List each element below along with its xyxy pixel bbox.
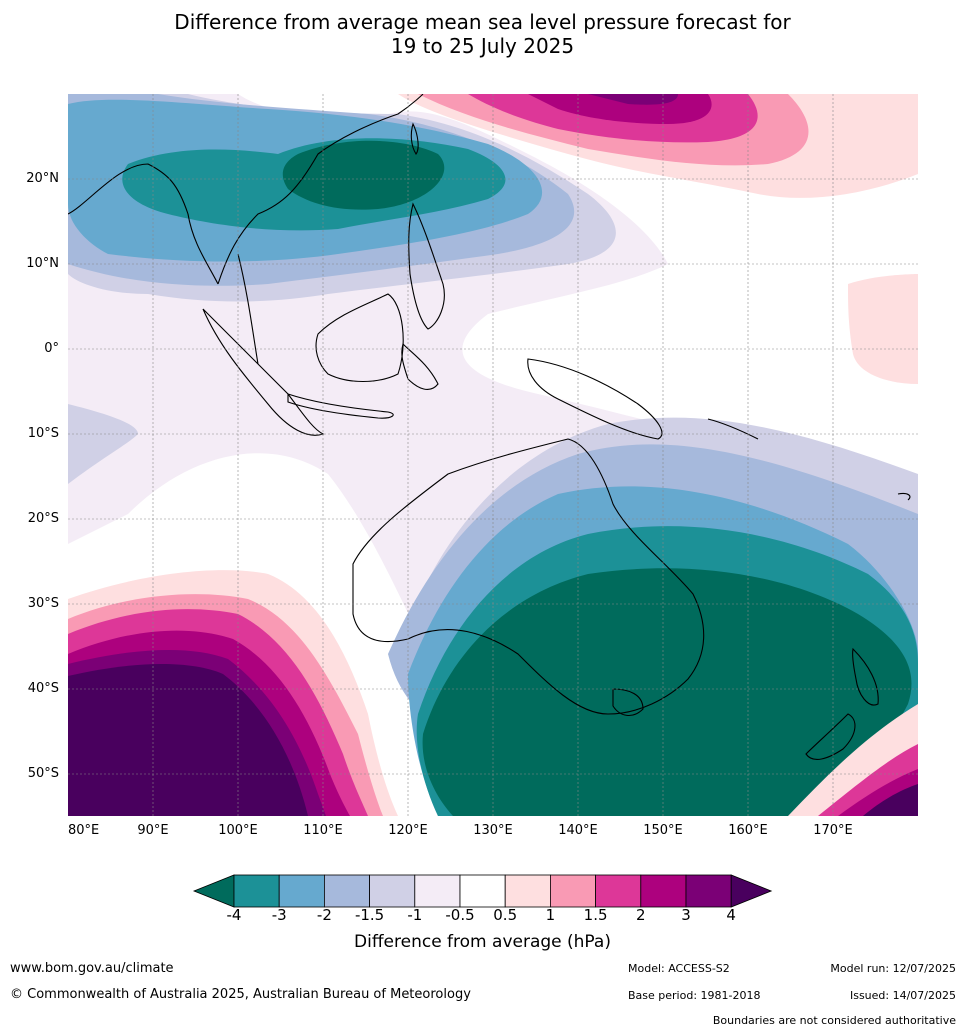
colorbar-tick-label: 3: [681, 906, 691, 924]
coastline-solomon-islands: [707, 418, 759, 440]
footer-model-run: Model run: 12/07/2025: [830, 962, 956, 975]
footer-copyright: © Commonwealth of Australia 2025, Austra…: [10, 987, 471, 1002]
colorbar-extend-low: [192, 874, 235, 908]
colorbar-tick-label: 1.5: [583, 906, 608, 924]
coastline-philippines: [408, 202, 445, 330]
footer-model: Model: ACCESS-S2: [628, 962, 730, 975]
lon-label-150e: 150°E: [643, 823, 683, 838]
lon-label-140e: 140°E: [558, 823, 598, 838]
coastline-new-zealand-south: [805, 713, 856, 760]
colorbar-tick-label: -1.5: [354, 906, 385, 924]
footer-disclaimer: Boundaries are not considered authoritat…: [712, 1014, 956, 1027]
lat-label-10s: 10°S: [27, 426, 59, 441]
colorbar-cell: [640, 874, 687, 908]
contour-minus-4: [282, 140, 912, 816]
footer-base-period: Base period: 1981-2018: [628, 989, 761, 1002]
colorbar-cell: [550, 874, 597, 908]
colorbar-tick-label: -2: [316, 906, 332, 924]
lat-label-50s: 50°S: [27, 766, 59, 781]
colorbar-cell: [369, 874, 416, 908]
lat-label-30s: 30°S: [27, 596, 59, 611]
lon-label-120e: 120°E: [388, 823, 428, 838]
colorbar-label: Difference from average (hPa): [354, 932, 611, 952]
coastline-tasmania: [612, 688, 644, 716]
colorbar-cell: [595, 874, 642, 908]
colorbar-extend-high: [730, 874, 773, 908]
colorbar-tick-label: -1: [407, 906, 423, 924]
contour-plus-4-southwest: [68, 664, 308, 816]
coastline-fiji: [897, 492, 911, 501]
contour-plus-3-north: [588, 94, 678, 105]
colorbar-tick-label: 1: [545, 906, 556, 924]
colorbar-cell: [414, 874, 461, 908]
lat-label-40s: 40°S: [27, 681, 59, 696]
footer-website: www.bom.gov.au/climate: [10, 961, 174, 976]
coastline-india: [68, 163, 219, 285]
coastline-new-guinea: [527, 358, 663, 440]
colorbar-cell: [685, 874, 732, 908]
contour-plus-southeast-4: [863, 784, 918, 816]
lat-label-10n: 10°N: [26, 256, 59, 271]
coastline-java: [287, 393, 394, 419]
lon-label-130e: 130°E: [473, 823, 513, 838]
colorbar-cell: [323, 874, 370, 908]
colorbar-tick-label: 0.5: [493, 906, 518, 924]
colorbar-tick-label: 2: [636, 906, 646, 924]
lon-label-110e: 110°E: [303, 823, 343, 838]
colorbar-cell: [459, 874, 506, 908]
coastline-new-zealand-north: [852, 647, 879, 706]
coastline-thai-peninsula: [237, 253, 259, 365]
lon-label-80e: 80°E: [68, 823, 100, 838]
colorbar-tick-label: -4: [226, 906, 242, 924]
lon-label-90e: 90°E: [137, 823, 169, 838]
footer-issued: Issued: 14/07/2025: [849, 989, 956, 1002]
colorbar-cell: [504, 874, 551, 908]
map-svg: [68, 94, 918, 816]
graticule: [68, 94, 918, 816]
coastline-taiwan: [410, 122, 419, 155]
lon-label-160e: 160°E: [728, 823, 768, 838]
lon-label-100e: 100°E: [218, 823, 258, 838]
title-line-1: Difference from average mean sea level p…: [174, 10, 791, 34]
colorbar-tick-label: -3: [271, 906, 287, 924]
contour-plus-0-5-north: [398, 94, 918, 384]
coastline-sulawesi: [401, 342, 439, 390]
coastline-indochina: [217, 94, 424, 285]
colorbar: [192, 874, 773, 908]
lon-label-170e: 170°E: [813, 823, 853, 838]
lat-label-20n: 20°N: [26, 171, 59, 186]
pressure-anomaly-map: [68, 94, 918, 816]
title-line-2: 19 to 25 July 2025: [390, 34, 575, 58]
lat-label-20s: 20°S: [27, 511, 59, 526]
lat-label-0: 0°: [44, 341, 59, 356]
colorbar-cells: [192, 874, 773, 908]
map-title: Difference from average mean sea level p…: [0, 10, 965, 58]
colorbar-tick-label: 4: [726, 906, 736, 924]
colorbar-cell: [278, 874, 325, 908]
colorbar-cell: [233, 874, 280, 908]
colorbar-tick-label: -0.5: [445, 906, 475, 924]
